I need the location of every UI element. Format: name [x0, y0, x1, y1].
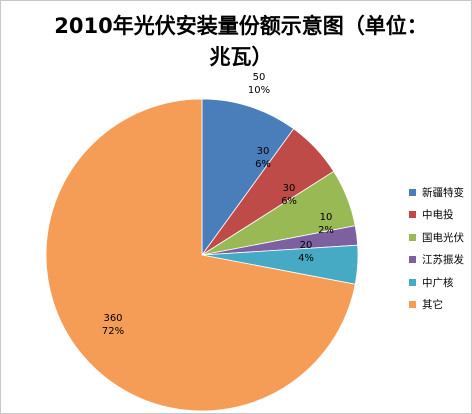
legend-label-3: 国电光伏	[422, 231, 464, 244]
legend-swatch-4	[409, 256, 416, 264]
data-label-value-1: 50	[253, 72, 266, 83]
legend-label-4: 江苏振发	[422, 254, 464, 267]
legend-item-6: 其它	[409, 294, 464, 317]
data-label-value-6: 360	[103, 313, 122, 324]
legend-item-5: 中广核	[409, 271, 464, 294]
data-label-value-2: 30	[257, 146, 270, 157]
chart-title-line-1: 2010年光伏安装量份额示意图（单位：	[54, 14, 428, 38]
data-label-percent-3: 6%	[281, 196, 297, 207]
legend-item-3: 国电光伏	[409, 226, 464, 249]
legend-swatch-2	[409, 211, 416, 219]
legend-swatch-5	[409, 278, 416, 286]
pie-slice-6	[45, 98, 356, 412]
chart-legend: 新疆特变中电投国电光伏江苏振发中广核其它	[409, 181, 464, 316]
legend-item-4: 江苏振发	[409, 249, 464, 272]
data-label-percent-4: 2%	[318, 225, 334, 236]
data-label-percent-1: 10%	[248, 85, 270, 96]
legend-item-2: 中电投	[409, 204, 464, 227]
chart-title: 2010年光伏安装量份额示意图（单位： 兆瓦）	[21, 11, 461, 73]
data-label-value-3: 30	[283, 183, 296, 194]
data-label-percent-5: 4%	[298, 253, 314, 264]
legend-swatch-6	[409, 301, 416, 309]
data-label-percent-6: 72%	[102, 326, 124, 337]
pie-slice-1	[201, 98, 295, 257]
chart-title-line-2: 兆瓦）	[209, 45, 273, 69]
legend-swatch-3	[409, 233, 416, 241]
data-label-value-5: 20	[300, 240, 313, 251]
legend-label-6: 其它	[422, 299, 443, 312]
legend-label-1: 新疆特变	[422, 186, 464, 199]
legend-label-5: 中广核	[422, 276, 454, 289]
data-label-value-4: 10	[320, 212, 333, 223]
legend-swatch-1	[409, 188, 416, 196]
legend-label-2: 中电投	[422, 209, 454, 222]
legend-item-1: 新疆特变	[409, 181, 464, 204]
data-label-percent-2: 6%	[255, 159, 271, 170]
